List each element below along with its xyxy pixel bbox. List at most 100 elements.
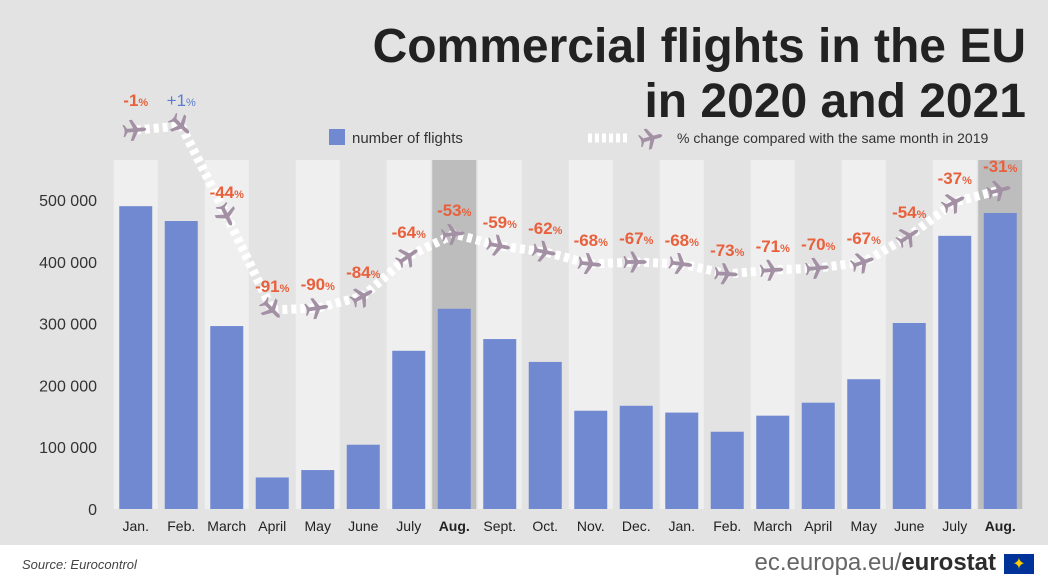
bar [483,339,517,509]
eurostat-brand[interactable]: ec.europa.eu/eurostat [755,549,996,577]
x-tick-label: Jan. [123,518,149,534]
x-tick-label: July [942,518,967,534]
pct-label: -67% [619,229,654,248]
pct-label: -68% [665,231,700,250]
bar [210,326,244,509]
x-tick-label: Feb. [713,518,741,534]
x-tick-label: April [804,518,832,534]
plane-icon [638,128,663,150]
legend-plane-icon [638,128,663,150]
bar [119,206,153,509]
title-line-2: in 2020 and 2021 [644,75,1026,128]
plane-icon [986,180,1011,202]
plane-icon [577,252,602,275]
y-tick-label: 400 000 [39,255,97,272]
y-tick-label: 100 000 [39,440,97,457]
bar [255,477,289,509]
pct-label: -62% [528,219,563,238]
x-tick-label: Sept. [483,518,516,534]
plane-icon [259,296,280,318]
bar [847,379,881,509]
eu-flag-icon: ✦ [1004,554,1034,574]
legend-line-label: % change compared with the same month in… [677,130,989,146]
plane-icon [394,249,418,269]
legend-bar-swatch [329,129,345,145]
pct-label: +1% [167,91,196,110]
pct-label: -54% [892,203,927,222]
plane-icon [849,253,874,274]
x-tick-label: Oct. [532,518,558,534]
x-axis: Jan. Feb. March April May June July Aug. Sept. Oc… [123,518,1016,534]
pct-label: -71% [756,237,791,256]
y-tick-label: 500 000 [39,193,97,210]
pct-label: -37% [938,169,973,188]
title-line-1: Commercial flights in the EU [373,20,1026,73]
plane-icon [668,252,693,275]
pct-label: -70% [801,235,836,254]
bar [346,444,380,509]
brand-suffix: eurostat [901,549,996,576]
pct-label: -59% [483,213,518,232]
x-tick-label: Aug. [439,518,470,534]
x-tick-label: June [894,518,925,534]
x-tick-label: May [305,518,331,534]
pct-label: -67% [847,229,882,248]
bar [164,221,198,509]
x-tick-label: July [396,518,421,534]
bar [528,361,562,509]
bar [392,350,426,509]
plane-icon [486,234,511,256]
x-tick-label: Aug. [985,518,1016,534]
plane-icon [714,263,738,285]
legend: number of flights % change compared with… [329,128,989,150]
pct-label: -73% [710,241,745,260]
pct-line [135,121,1002,315]
planes-group [122,112,1011,320]
plane-icon [623,251,647,273]
bar [710,431,744,509]
legend-bar-label: number of flights [352,130,463,147]
pct-label: -1% [123,91,148,110]
y-tick-label: 0 [88,502,97,519]
pct-label: -31% [983,157,1018,176]
plane-icon [349,288,373,309]
plane-icon [759,259,784,281]
x-tick-label: March [753,518,792,534]
y-tick-label: 200 000 [39,378,97,395]
bar [983,212,1017,509]
source-note: Source: Eurocontrol [22,557,137,572]
bar [437,308,471,509]
pct-label: -90% [301,275,336,294]
pct-label: -91% [255,277,290,296]
plane-icon [940,193,965,215]
x-tick-label: March [207,518,246,534]
bar [301,470,335,509]
bar [756,415,790,509]
x-tick-label: Feb. [167,518,195,534]
pct-labels: -1% +1% -44% -91% -90% -84% -64% -53% -59% -62% -6… [123,91,1017,296]
plane-icon [440,223,465,246]
plane-icon [167,112,190,134]
chart-title: Commercial flights in the EU in 2020 and… [373,20,1026,128]
plane-icon [531,240,556,262]
bar [801,402,835,509]
x-tick-label: Jan. [669,518,695,534]
footer: Source: Eurocontrol ec.europa.eu/eurosta… [0,545,1048,581]
x-tick-label: Dec. [622,518,651,534]
bar [938,235,972,509]
bar [665,412,699,509]
x-tick-label: Nov. [577,518,605,534]
pct-label: -68% [574,231,609,250]
y-axis: 0 100 000 200 000 300 000 400 000 500 000 [39,193,97,519]
month-bands [113,160,1023,509]
x-tick-label: May [851,518,877,534]
pct-label: -84% [346,263,381,282]
bar [574,410,608,509]
plane-icon [304,298,329,320]
pct-change-line [135,121,1002,315]
pct-label: -44% [210,183,245,202]
pct-label: -53% [437,201,472,220]
plane-icon [895,228,919,249]
plane-icon [805,257,829,279]
y-tick-label: 300 000 [39,317,97,334]
